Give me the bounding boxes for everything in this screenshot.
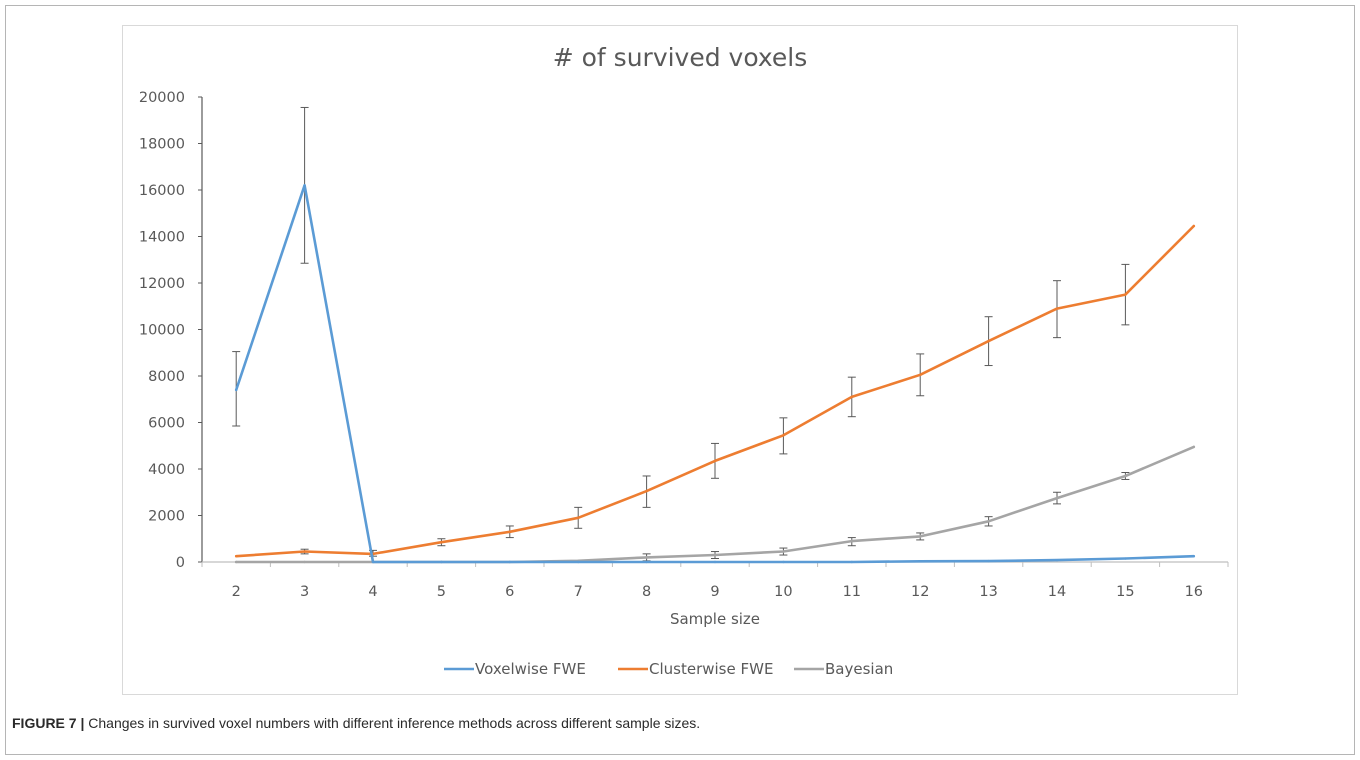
series-line-clusterwise-fwe [234, 224, 1196, 558]
legend-label: Clusterwise FWE [649, 660, 773, 678]
x-tick-label: 3 [300, 584, 309, 600]
data-point-clusterwise-fwe [1124, 293, 1127, 296]
data-point-voxelwise-fwe [1192, 554, 1196, 558]
data-point-voxelwise-fwe [645, 560, 648, 564]
y-tick-label: 6000 [148, 416, 185, 432]
y-tick-label: 14000 [139, 230, 185, 246]
data-point-bayesian [1124, 474, 1127, 478]
y-tick-label: 10000 [139, 323, 185, 339]
x-tick-label: 13 [979, 584, 997, 600]
data-point-bayesian [713, 553, 717, 557]
data-point-bayesian [235, 560, 238, 564]
legend: Voxelwise FWE Clusterwise FWE Bayesian [444, 660, 893, 678]
x-tick-label: 7 [574, 584, 583, 600]
data-point-clusterwise-fwe [645, 489, 648, 493]
x-tick-label: 2 [232, 584, 241, 600]
data-point-bayesian [919, 535, 922, 538]
data-point-clusterwise-fwe [782, 434, 785, 437]
caption-text: Changes in survived voxel numbers with d… [84, 715, 701, 731]
x-axis-label: Sample size [670, 610, 760, 628]
caption-label: FIGURE 7 | [12, 715, 85, 731]
data-point-clusterwise-fwe [1055, 307, 1059, 310]
figure-caption: FIGURE 7 | Changes in survived voxel num… [12, 715, 700, 731]
legend-label: Voxelwise FWE [475, 660, 586, 678]
data-point-voxelwise-fwe [919, 560, 922, 563]
data-point-clusterwise-fwe [919, 373, 922, 377]
x-tick-label: 5 [437, 584, 446, 600]
x-tick-label: 16 [1185, 584, 1203, 600]
data-point-voxelwise-fwe [440, 560, 443, 564]
legend-item-voxelwise-fwe: Voxelwise FWE [444, 660, 586, 678]
data-point-voxelwise-fwe [508, 560, 511, 564]
data-point-clusterwise-fwe [303, 550, 306, 553]
data-point-voxelwise-fwe [782, 560, 785, 564]
y-tick-label: 16000 [139, 183, 185, 199]
data-point-bayesian [303, 560, 306, 564]
x-tick-label: 15 [1116, 584, 1134, 600]
series-line-voxelwise-fwe [234, 184, 1196, 564]
y-tick-label: 4000 [148, 462, 185, 478]
data-point-bayesian [987, 520, 990, 523]
y-tick-label: 20000 [139, 90, 185, 106]
data-point-bayesian [1055, 496, 1059, 500]
y-tick-label: 0 [176, 555, 185, 571]
data-point-voxelwise-fwe [1124, 557, 1127, 560]
x-tick-label: 9 [710, 584, 719, 600]
data-point-bayesian [645, 556, 648, 559]
error-bars [232, 106, 1130, 562]
data-point-clusterwise-fwe [850, 395, 853, 399]
data-point-bayesian [850, 539, 853, 543]
legend-item-clusterwise-fwe: Clusterwise FWE [618, 660, 773, 678]
x-tick-label: 11 [843, 584, 861, 600]
y-tick-label: 8000 [148, 369, 185, 385]
legend-label: Bayesian [825, 660, 893, 678]
data-point-bayesian [782, 550, 785, 553]
data-point-clusterwise-fwe [235, 554, 238, 558]
data-point-bayesian [1192, 445, 1196, 449]
data-point-voxelwise-fwe [1055, 558, 1059, 562]
x-tick-label: 12 [911, 584, 929, 600]
data-point-voxelwise-fwe [577, 560, 580, 564]
data-point-clusterwise-fwe [440, 541, 443, 544]
x-tick-label: 6 [505, 584, 514, 600]
data-point-voxelwise-fwe [850, 560, 853, 564]
y-tick-label: 12000 [139, 276, 185, 292]
y-tick-label: 18000 [139, 137, 185, 153]
y-tick-label: 2000 [148, 509, 185, 525]
data-point-clusterwise-fwe [508, 530, 511, 533]
x-tick-label: 8 [642, 584, 651, 600]
data-point-clusterwise-fwe [577, 516, 580, 520]
series-lines [234, 184, 1196, 564]
chart-title: # of survived voxels [553, 43, 808, 72]
data-point-clusterwise-fwe [987, 339, 990, 343]
x-tick-label: 4 [368, 584, 377, 600]
data-point-voxelwise-fwe [987, 559, 990, 563]
data-point-clusterwise-fwe [713, 459, 717, 463]
chart-area [122, 25, 1238, 695]
data-point-voxelwise-fwe [235, 388, 238, 392]
y-axis: 0 2000 4000 6000 8000 10000 12000 14000 16000 180… [139, 90, 203, 571]
legend-item-bayesian: Bayesian [794, 660, 893, 678]
data-point-clusterwise-fwe [1192, 224, 1196, 228]
data-point-voxelwise-fwe [303, 184, 306, 187]
x-tick-label: 10 [774, 584, 792, 600]
data-point-voxelwise-fwe [371, 560, 375, 564]
x-tick-label: 14 [1048, 584, 1066, 600]
x-axis: 2 3 4 5 6 7 8 9 10 11 12 13 14 15 16 [201, 561, 1229, 600]
data-point-voxelwise-fwe [713, 560, 717, 564]
